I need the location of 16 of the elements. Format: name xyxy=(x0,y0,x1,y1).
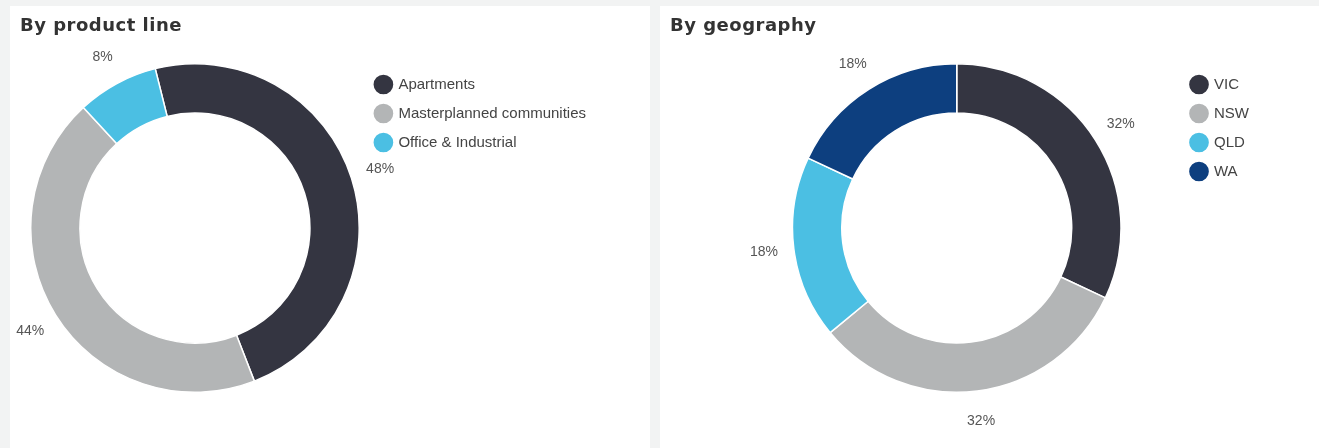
chart-title: By geography xyxy=(670,14,817,35)
data-label: 48% xyxy=(366,160,395,177)
data-label: 8% xyxy=(92,47,113,64)
data-label: 32% xyxy=(1106,114,1135,131)
data-label: 18% xyxy=(838,54,867,71)
legend-label: Apartments xyxy=(398,74,476,92)
data-label: 44% xyxy=(16,321,45,338)
legend-label: QLD xyxy=(1214,132,1246,150)
data-label: 18% xyxy=(750,243,779,260)
legend-label: WA xyxy=(1214,161,1238,179)
legend-label: NSW xyxy=(1214,103,1250,121)
data-label: 32% xyxy=(967,411,996,428)
legend-label: Masterplanned communities xyxy=(398,103,587,121)
chart-title: By product line xyxy=(20,14,182,35)
legend-label: VIC xyxy=(1214,74,1240,92)
legend-label: Office & Industrial xyxy=(398,132,517,150)
